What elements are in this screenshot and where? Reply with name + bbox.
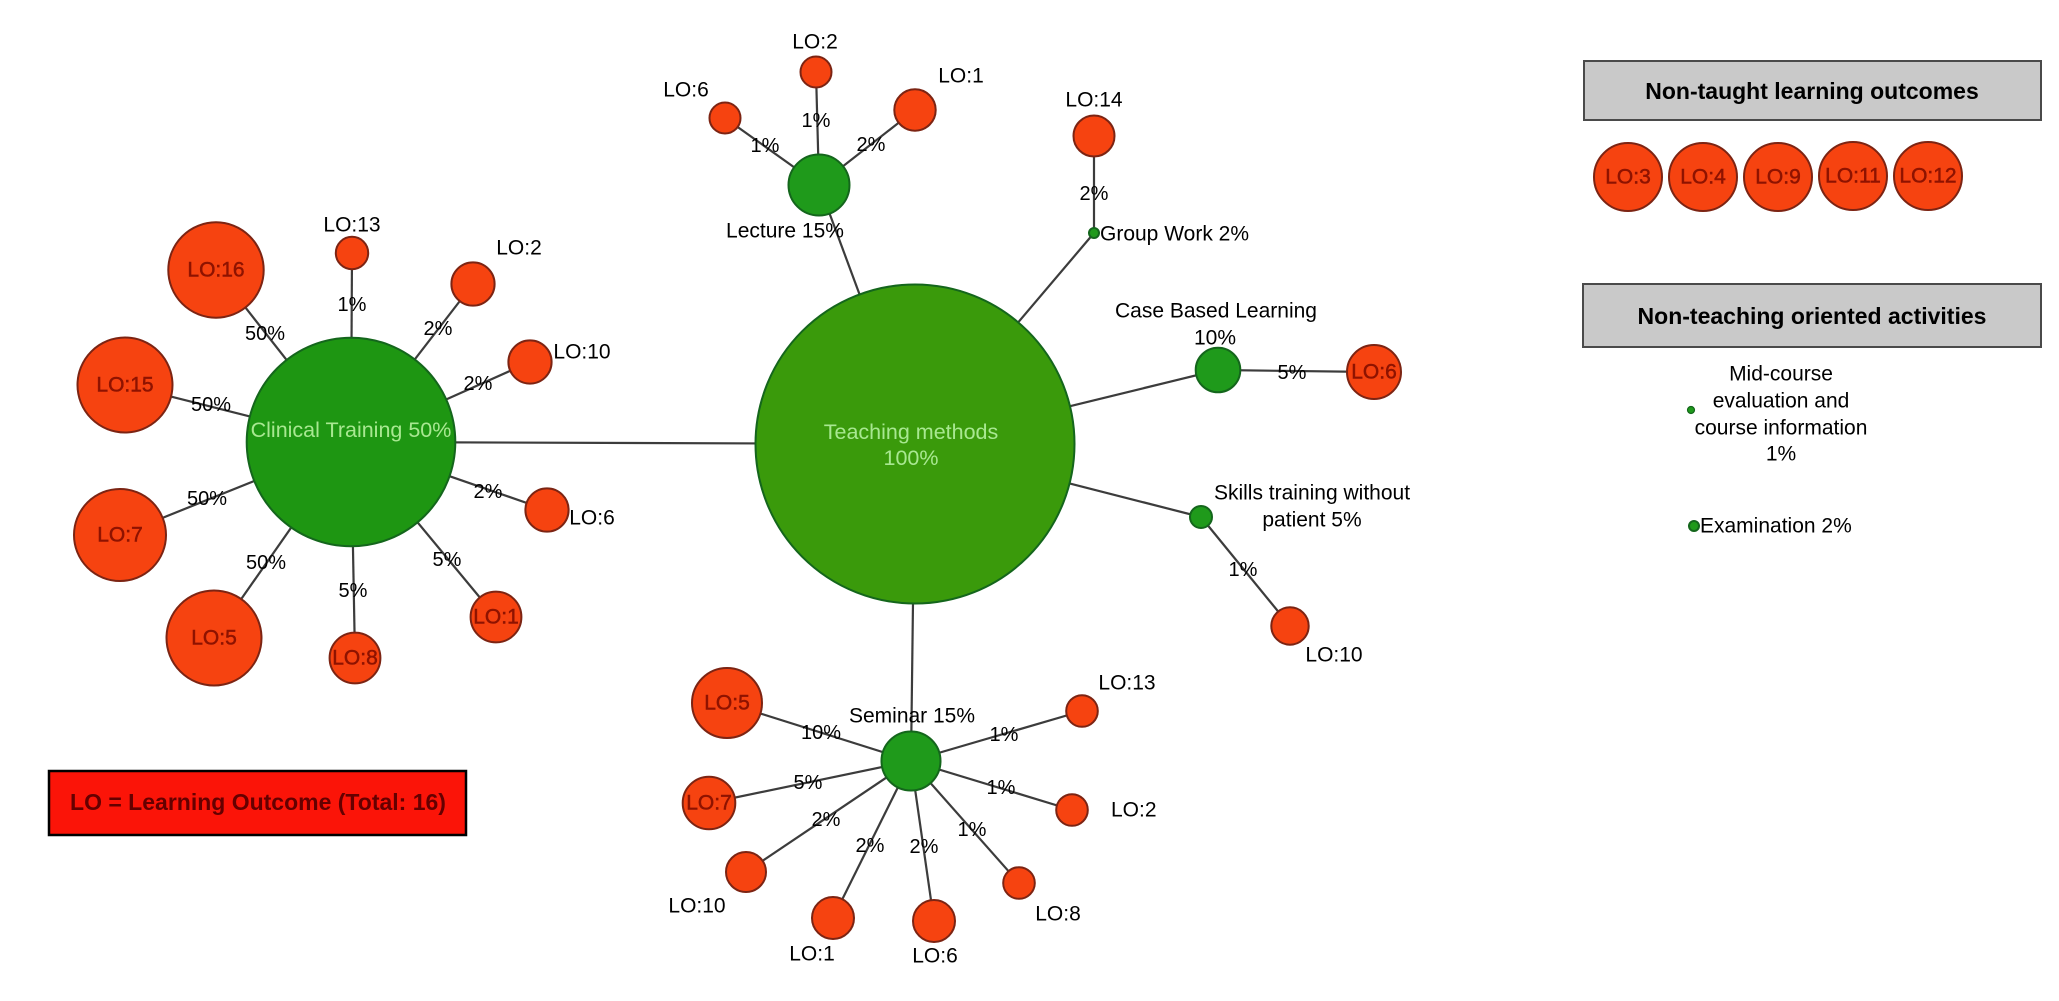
svg-text:LO:5: LO:5 [704, 692, 750, 715]
svg-text:Non-taught learning outcomes: Non-taught learning outcomes [1645, 78, 1979, 104]
svg-text:LO:6: LO:6 [663, 79, 709, 102]
svg-text:Lecture 15%: Lecture 15% [726, 220, 844, 243]
svg-text:LO:9: LO:9 [1755, 166, 1801, 189]
svg-text:100%: 100% [884, 446, 939, 470]
svg-text:LO:1: LO:1 [938, 65, 984, 88]
svg-text:LO:14: LO:14 [1065, 89, 1123, 112]
svg-text:LO:4: LO:4 [1680, 166, 1726, 189]
svg-text:LO:7: LO:7 [97, 524, 143, 547]
svg-text:50%: 50% [191, 394, 231, 416]
svg-text:LO:8: LO:8 [332, 647, 378, 670]
svg-text:5%: 5% [794, 772, 823, 794]
svg-text:10%: 10% [801, 722, 841, 744]
svg-text:Mid-course: Mid-course [1729, 363, 1833, 386]
svg-text:2%: 2% [474, 481, 503, 503]
svg-text:LO:3: LO:3 [1605, 166, 1651, 189]
svg-text:1%: 1% [802, 110, 831, 132]
svg-text:LO:8: LO:8 [1035, 903, 1081, 926]
svg-text:1%: 1% [987, 777, 1016, 799]
svg-text:50%: 50% [245, 323, 285, 345]
svg-text:LO:6: LO:6 [1351, 361, 1397, 384]
svg-text:LO:13: LO:13 [323, 214, 380, 237]
svg-text:Teaching methods: Teaching methods [824, 420, 999, 444]
svg-text:1%: 1% [1229, 559, 1258, 581]
svg-text:10%: 10% [1194, 327, 1236, 350]
svg-text:patient 5%: patient 5% [1262, 509, 1361, 532]
svg-text:2%: 2% [812, 809, 841, 831]
svg-text:LO:11: LO:11 [1825, 165, 1881, 188]
svg-text:Case Based Learning: Case Based Learning [1115, 300, 1317, 323]
svg-text:5%: 5% [1278, 362, 1307, 384]
svg-text:5%: 5% [433, 549, 462, 571]
svg-text:LO:6: LO:6 [569, 507, 615, 530]
svg-text:5%: 5% [339, 580, 368, 602]
svg-text:course information: course information [1695, 417, 1868, 440]
svg-text:Non-teaching oriented activiti: Non-teaching oriented activities [1638, 303, 1987, 329]
svg-text:LO:6: LO:6 [912, 945, 958, 968]
svg-text:2%: 2% [910, 836, 939, 858]
svg-text:LO:7: LO:7 [686, 792, 732, 815]
svg-text:LO:2: LO:2 [1111, 799, 1157, 822]
svg-text:LO:12: LO:12 [1899, 165, 1956, 188]
svg-text:1%: 1% [1766, 443, 1796, 466]
svg-text:50%: 50% [187, 488, 227, 510]
svg-text:50%: 50% [246, 552, 286, 574]
svg-text:LO:10: LO:10 [668, 895, 725, 918]
svg-text:1%: 1% [990, 724, 1019, 746]
svg-text:LO:1: LO:1 [789, 943, 835, 966]
svg-text:2%: 2% [464, 373, 493, 395]
svg-text:LO:1: LO:1 [473, 606, 519, 629]
svg-text:LO:2: LO:2 [496, 237, 542, 260]
svg-text:Clinical Training 50%: Clinical Training 50% [251, 418, 452, 442]
svg-text:Group Work 2%: Group Work 2% [1100, 223, 1249, 246]
svg-text:LO:5: LO:5 [191, 627, 237, 650]
svg-text:LO:15: LO:15 [96, 374, 153, 397]
svg-text:LO:16: LO:16 [187, 259, 244, 282]
svg-text:Seminar 15%: Seminar 15% [849, 705, 975, 728]
svg-text:Skills training without: Skills training without [1214, 482, 1410, 505]
svg-text:LO:10: LO:10 [553, 341, 610, 364]
svg-text:LO:13: LO:13 [1098, 672, 1155, 695]
svg-text:2%: 2% [1080, 183, 1109, 205]
svg-text:LO:2: LO:2 [792, 31, 838, 54]
svg-text:1%: 1% [958, 819, 987, 841]
svg-text:Examination 2%: Examination 2% [1700, 515, 1852, 538]
svg-text:LO = Learning Outcome (Total:: LO = Learning Outcome (Total: 16) [70, 789, 446, 815]
svg-text:2%: 2% [424, 318, 453, 340]
svg-text:2%: 2% [856, 835, 885, 857]
svg-text:evaluation and: evaluation and [1713, 390, 1850, 413]
svg-text:LO:10: LO:10 [1305, 644, 1362, 667]
svg-text:1%: 1% [751, 135, 780, 157]
svg-text:2%: 2% [857, 134, 886, 156]
svg-text:1%: 1% [338, 294, 367, 316]
